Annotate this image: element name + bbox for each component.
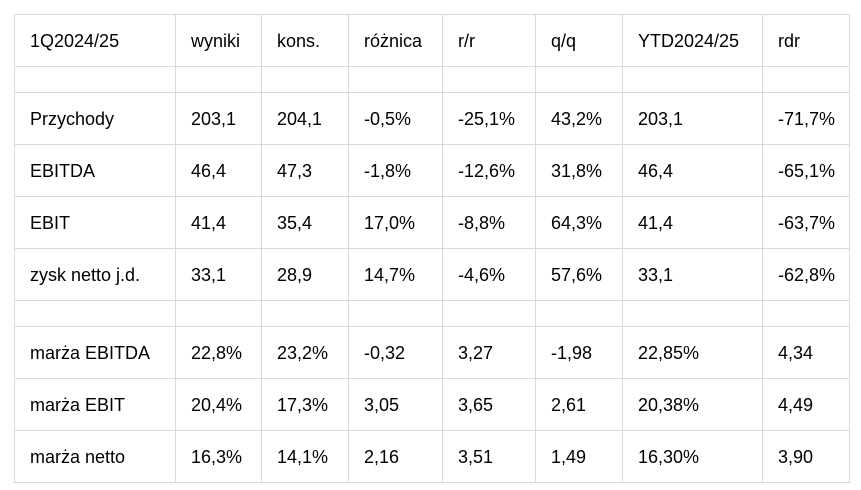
value-cell: -12,6% [442, 144, 536, 197]
spacer-cell [442, 66, 536, 93]
row-label-cell: EBITDA [14, 144, 176, 197]
value-cell: -63,7% [762, 196, 850, 249]
table-row: EBIT 41,4 35,4 17,0% -8,8% 64,3% 41,4 -63,7% [14, 196, 850, 249]
spacer-cell [622, 300, 763, 327]
spacer-cell [14, 66, 176, 93]
value-cell: 17,0% [348, 196, 443, 249]
value-cell: 17,3% [261, 378, 349, 431]
spacer-cell [762, 66, 850, 93]
value-cell: 31,8% [535, 144, 623, 197]
value-cell: 28,9 [261, 248, 349, 301]
table-row: marża netto 16,3% 14,1% 2,16 3,51 1,49 16,30% 3… [14, 430, 850, 483]
value-cell: 33,1 [175, 248, 262, 301]
value-cell: 22,85% [622, 326, 763, 379]
header-row: 1Q2024/25 wyniki kons. różnica r/r q/q Y… [14, 14, 850, 67]
value-cell: 64,3% [535, 196, 623, 249]
value-cell: 203,1 [175, 92, 262, 145]
value-cell: 20,38% [622, 378, 763, 431]
table-row: zysk netto j.d. 33,1 28,9 14,7% -4,6% 57,6% 33… [14, 248, 850, 301]
value-cell: 3,65 [442, 378, 536, 431]
header-cell-ytd-change: rdr [762, 14, 850, 67]
financial-results-table: 1Q2024/25 wyniki kons. różnica r/r q/q Y… [14, 14, 850, 483]
value-cell: 3,05 [348, 378, 443, 431]
value-cell: 16,3% [175, 430, 262, 483]
row-label-cell: zysk netto j.d. [14, 248, 176, 301]
value-cell: 46,4 [175, 144, 262, 197]
value-cell: 16,30% [622, 430, 763, 483]
value-cell: 4,34 [762, 326, 850, 379]
value-cell: -1,98 [535, 326, 623, 379]
value-cell: 2,16 [348, 430, 443, 483]
spacer-cell [261, 300, 349, 327]
value-cell: 57,6% [535, 248, 623, 301]
spacer-cell [175, 66, 262, 93]
value-cell: -71,7% [762, 92, 850, 145]
header-cell-difference: różnica [348, 14, 443, 67]
value-cell: 3,90 [762, 430, 850, 483]
row-label-cell: marża EBIT [14, 378, 176, 431]
value-cell: 20,4% [175, 378, 262, 431]
table-row: EBITDA 46,4 47,3 -1,8% -12,6% 31,8% 46,4 -65,1% [14, 144, 850, 197]
value-cell: -25,1% [442, 92, 536, 145]
row-label-cell: marża EBITDA [14, 326, 176, 379]
spacer-cell [535, 66, 623, 93]
value-cell: 47,3 [261, 144, 349, 197]
value-cell: -0,5% [348, 92, 443, 145]
value-cell: -0,32 [348, 326, 443, 379]
spacer-row [14, 66, 850, 93]
table-row: marża EBITDA 22,8% 23,2% -0,32 3,27 -1,98 22,8… [14, 326, 850, 379]
value-cell: 14,1% [261, 430, 349, 483]
header-cell-ytd: YTD2024/25 [622, 14, 763, 67]
spacer-cell [261, 66, 349, 93]
value-cell: 41,4 [622, 196, 763, 249]
value-cell: -8,8% [442, 196, 536, 249]
table-row: Przychody 203,1 204,1 -0,5% -25,1% 43,2% 203,1… [14, 92, 850, 145]
spacer-cell [442, 300, 536, 327]
header-cell-consensus: kons. [261, 14, 349, 67]
value-cell: -62,8% [762, 248, 850, 301]
table-row: marża EBIT 20,4% 17,3% 3,05 3,65 2,61 20,38% 4,… [14, 378, 850, 431]
value-cell: 4,49 [762, 378, 850, 431]
value-cell: 22,8% [175, 326, 262, 379]
value-cell: 23,2% [261, 326, 349, 379]
header-cell-qoq: q/q [535, 14, 623, 67]
value-cell: 46,4 [622, 144, 763, 197]
value-cell: 33,1 [622, 248, 763, 301]
value-cell: 14,7% [348, 248, 443, 301]
header-cell-yoy: r/r [442, 14, 536, 67]
value-cell: -4,6% [442, 248, 536, 301]
value-cell: 35,4 [261, 196, 349, 249]
header-cell-results: wyniki [175, 14, 262, 67]
header-cell-period: 1Q2024/25 [14, 14, 176, 67]
spacer-cell [175, 300, 262, 327]
value-cell: 1,49 [535, 430, 623, 483]
row-label-cell: marża netto [14, 430, 176, 483]
value-cell: 41,4 [175, 196, 262, 249]
table-body: 1Q2024/25 wyniki kons. różnica r/r q/q Y… [14, 14, 850, 483]
spacer-cell [762, 300, 850, 327]
spacer-cell [348, 66, 443, 93]
value-cell: 204,1 [261, 92, 349, 145]
value-cell: 3,51 [442, 430, 536, 483]
value-cell: 203,1 [622, 92, 763, 145]
spacer-cell [622, 66, 763, 93]
value-cell: 43,2% [535, 92, 623, 145]
spacer-cell [348, 300, 443, 327]
spacer-cell [535, 300, 623, 327]
value-cell: 3,27 [442, 326, 536, 379]
value-cell: -65,1% [762, 144, 850, 197]
spacer-row [14, 300, 850, 327]
spacer-cell [14, 300, 176, 327]
row-label-cell: Przychody [14, 92, 176, 145]
row-label-cell: EBIT [14, 196, 176, 249]
value-cell: 2,61 [535, 378, 623, 431]
value-cell: -1,8% [348, 144, 443, 197]
